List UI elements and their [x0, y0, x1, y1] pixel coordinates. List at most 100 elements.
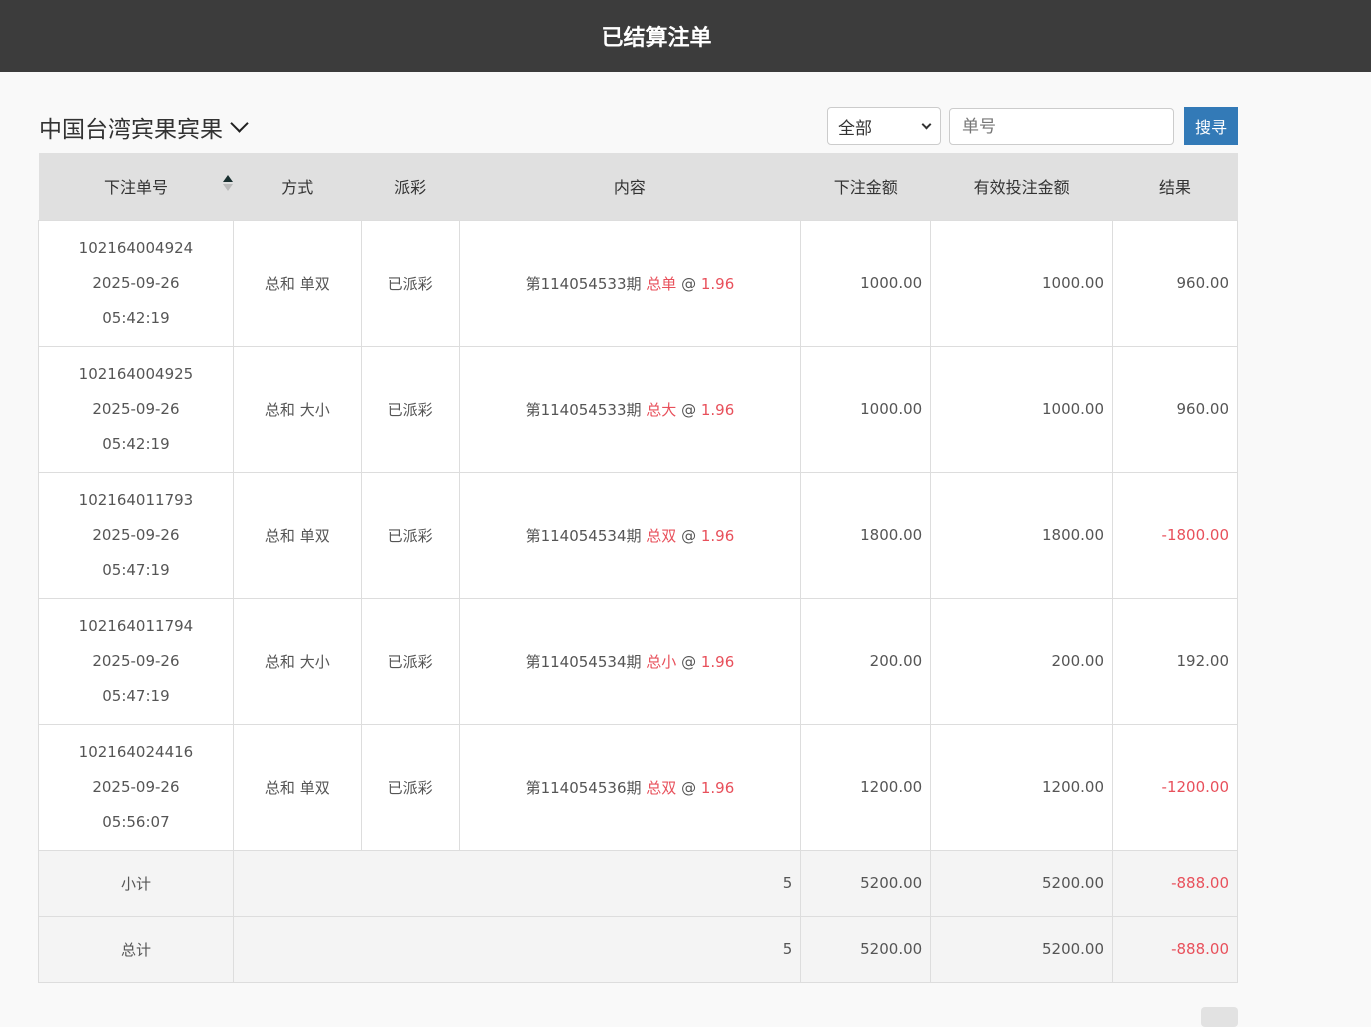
at-sign: @	[681, 778, 697, 797]
order-time: 05:42:19	[102, 434, 170, 453]
pick: 总双	[646, 526, 677, 545]
content-cell: 第114054533期 总单 @ 1.96	[458, 219, 802, 347]
column-header-order-no[interactable]: 下注单号	[38, 153, 234, 221]
total-row: 总计 5 5200.00 5200.00 -888.00	[38, 915, 1238, 983]
order-id: 102164024416	[78, 742, 194, 761]
order-id: 102164011794	[78, 616, 194, 635]
valid-amount-cell: 200.00	[930, 597, 1114, 725]
column-header-method: 方式	[233, 153, 362, 221]
amount-cell: 1000.00	[800, 345, 932, 473]
total-count: 5	[232, 915, 802, 983]
order-id: 102164004925	[78, 364, 194, 383]
order-id: 102164011793	[78, 490, 194, 509]
pick: 总小	[646, 652, 677, 671]
search-button[interactable]: 搜寻	[1184, 107, 1238, 145]
column-header-valid-amount: 有效投注金额	[930, 153, 1113, 221]
at-sign: @	[681, 274, 697, 293]
result-cell: 960.00	[1112, 219, 1238, 347]
chevron-down-icon	[230, 113, 249, 133]
pick: 总单	[646, 274, 677, 293]
subtotal-label: 小计	[38, 849, 234, 917]
result-cell: -1200.00	[1112, 723, 1238, 851]
order-number-input[interactable]	[949, 108, 1174, 145]
game-name: 中国台湾宾果宾果	[39, 117, 223, 143]
valid-amount-cell: 1000.00	[930, 345, 1114, 473]
pick: 总双	[646, 778, 677, 797]
method-cell: 总和 单双	[232, 723, 362, 851]
odds: 1.96	[700, 400, 735, 419]
period: 第114054534期	[525, 652, 642, 671]
content-cell: 第114054536期 总双 @ 1.96	[458, 723, 802, 851]
order-date: 2025-09-26	[92, 399, 180, 418]
column-header-result: 结果	[1112, 153, 1238, 221]
filter-select[interactable]: 全部	[827, 107, 941, 145]
period: 第114054534期	[525, 526, 642, 545]
subtotal-valid-amount: 5200.00	[930, 849, 1114, 917]
odds: 1.96	[700, 652, 735, 671]
odds: 1.96	[700, 778, 735, 797]
header-label: 下注单号	[103, 178, 168, 198]
at-sign: @	[681, 526, 697, 545]
top-bar: 已结算注单	[0, 0, 1371, 72]
table-row: 102164011793 2025-09-26 05:47:19 总和 单双 已派彩…	[38, 471, 1238, 599]
method-cell: 总和 单双	[232, 219, 362, 347]
subtotal-row: 小计 5 5200.00 5200.00 -888.00	[38, 849, 1238, 917]
subtotal-result: -888.00	[1112, 849, 1238, 917]
status-cell: 已派彩	[360, 597, 460, 725]
order-cell: 102164011794 2025-09-26 05:47:19	[38, 597, 234, 725]
period: 第114054533期	[525, 274, 642, 293]
order-id: 102164004924	[78, 238, 194, 257]
table-row: 102164004924 2025-09-26 05:42:19 总和 单双 已派彩…	[38, 219, 1238, 347]
toolbar: 中国台湾宾果宾果 全部 搜寻	[39, 104, 1238, 148]
method-cell: 总和 大小	[232, 597, 362, 725]
page-title: 已结算注单	[601, 26, 712, 51]
pagination-button[interactable]	[1201, 1007, 1238, 1027]
table-row: 102164004925 2025-09-26 05:42:19 总和 大小 已派彩…	[38, 345, 1238, 473]
chevron-down-icon	[921, 119, 932, 129]
order-time: 05:47:19	[102, 686, 170, 705]
method-cell: 总和 大小	[232, 345, 362, 473]
subtotal-count: 5	[232, 849, 802, 917]
valid-amount-cell: 1000.00	[930, 219, 1114, 347]
order-date: 2025-09-26	[92, 777, 180, 796]
content-cell: 第114054533期 总大 @ 1.96	[458, 345, 802, 473]
status-cell: 已派彩	[360, 219, 460, 347]
column-header-amount: 下注金额	[800, 153, 931, 221]
order-time: 05:42:19	[102, 308, 170, 327]
order-time: 05:56:07	[102, 812, 170, 831]
content-cell: 第114054534期 总小 @ 1.96	[458, 597, 802, 725]
filter-value: 全部	[838, 118, 872, 139]
content-cell: 第114054534期 总双 @ 1.96	[458, 471, 802, 599]
valid-amount-cell: 1200.00	[930, 723, 1114, 851]
valid-amount-cell: 1800.00	[930, 471, 1114, 599]
column-header-content: 内容	[459, 153, 801, 221]
method-cell: 总和 单双	[232, 471, 362, 599]
odds: 1.96	[700, 274, 735, 293]
total-valid-amount: 5200.00	[930, 915, 1114, 983]
status-cell: 已派彩	[360, 723, 460, 851]
odds: 1.96	[700, 526, 735, 545]
order-cell: 102164004924 2025-09-26 05:42:19	[38, 219, 234, 347]
amount-cell: 1200.00	[800, 723, 932, 851]
order-cell: 102164011793 2025-09-26 05:47:19	[38, 471, 234, 599]
order-date: 2025-09-26	[92, 651, 180, 670]
table-row: 102164011794 2025-09-26 05:47:19 总和 大小 已派彩…	[38, 597, 1238, 725]
total-result: -888.00	[1112, 915, 1238, 983]
order-date: 2025-09-26	[92, 525, 180, 544]
table-row: 102164024416 2025-09-26 05:56:07 总和 单双 已派彩…	[38, 723, 1238, 851]
game-selector[interactable]: 中国台湾宾果宾果	[39, 110, 249, 144]
status-cell: 已派彩	[360, 471, 460, 599]
order-time: 05:47:19	[102, 560, 170, 579]
table-header: 下注单号 方式 派彩 内容 下注金额 有效投注金额 结果	[38, 153, 1238, 221]
amount-cell: 200.00	[800, 597, 932, 725]
column-header-payout: 派彩	[361, 153, 460, 221]
amount-cell: 1800.00	[800, 471, 932, 599]
at-sign: @	[681, 400, 697, 419]
order-date: 2025-09-26	[92, 273, 180, 292]
total-label: 总计	[38, 915, 234, 983]
result-cell: 960.00	[1112, 345, 1238, 473]
result-cell: -1800.00	[1112, 471, 1238, 599]
period: 第114054533期	[525, 400, 642, 419]
result-cell: 192.00	[1112, 597, 1238, 725]
bets-table: 下注单号 方式 派彩 内容 下注金额 有效投注金额 结果 10216400492…	[38, 153, 1238, 983]
